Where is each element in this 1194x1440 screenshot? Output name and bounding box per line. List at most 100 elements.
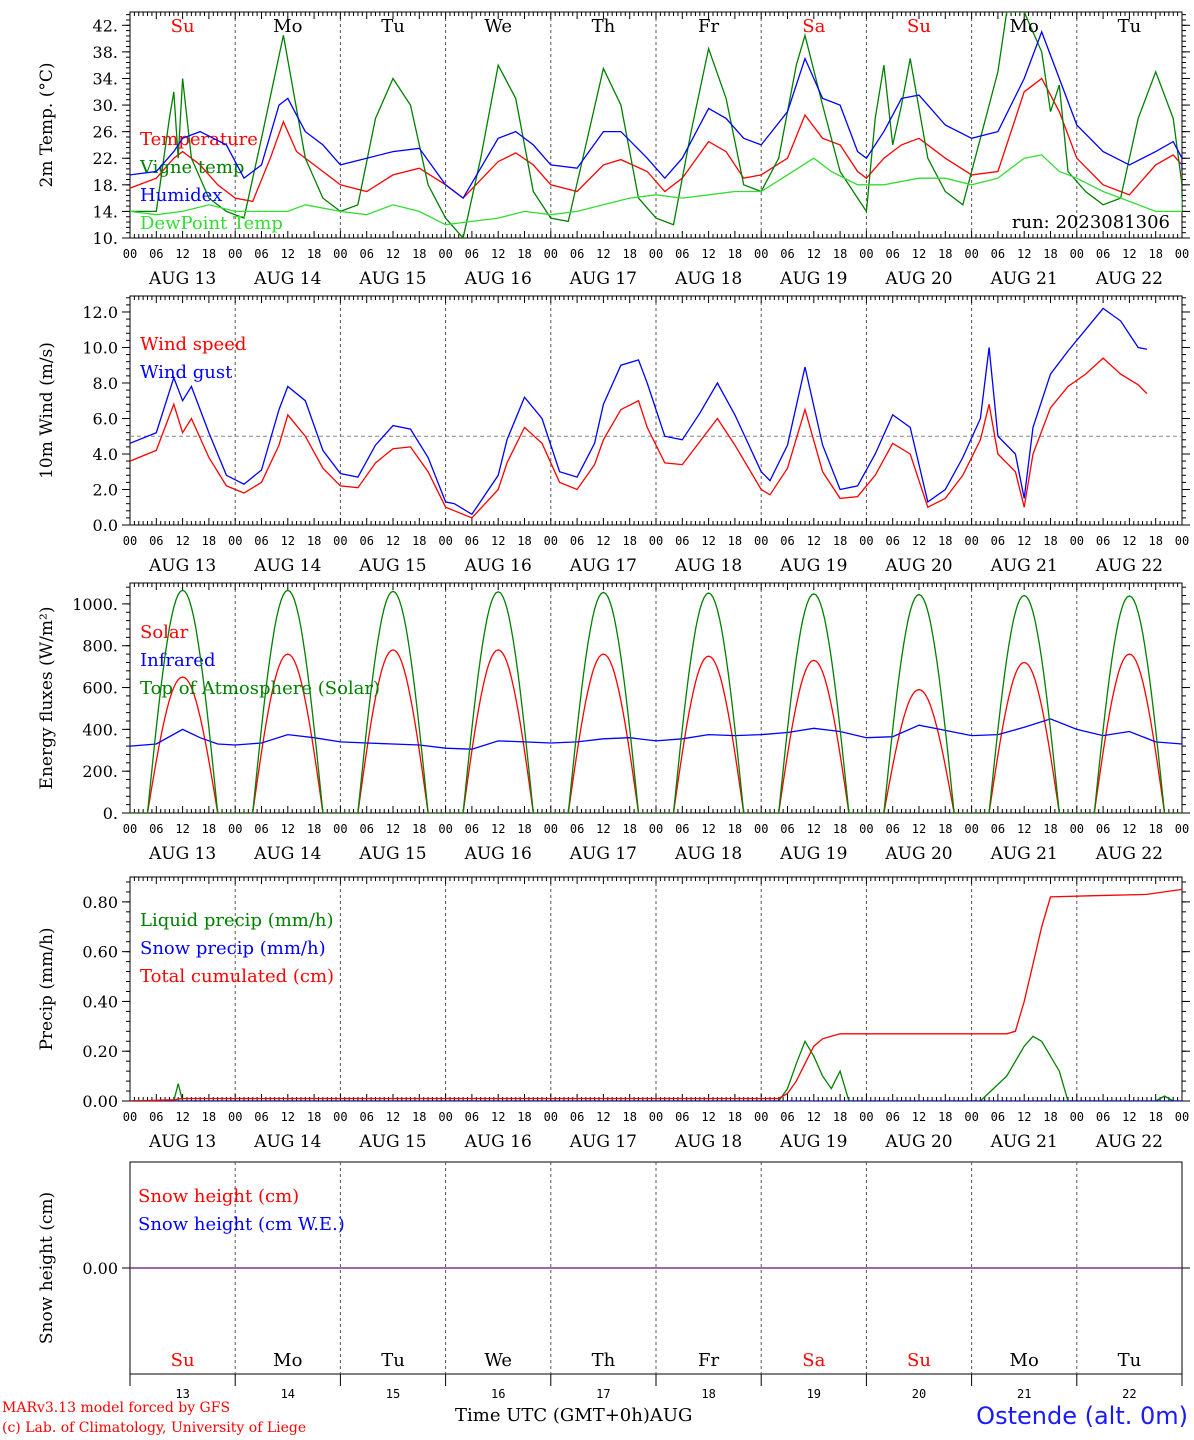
x-hour-tick-label: 12	[701, 1110, 715, 1124]
day-of-week-label: Su	[907, 16, 931, 37]
x-hour-tick-label: 12	[491, 1110, 505, 1124]
x-date-label: AUG 15	[358, 844, 426, 864]
x-hour-tick-label: 12	[807, 247, 821, 261]
x-hour-tick-label: 06	[780, 822, 794, 836]
x-hour-tick-label: 12	[491, 822, 505, 836]
x-hour-tick-label: 06	[1096, 822, 1110, 836]
series-line-infrared	[130, 718, 1182, 750]
x-hour-tick-label: 12	[1017, 822, 1031, 836]
x-hour-tick-label: 06	[1096, 534, 1110, 548]
x-date-label: AUG 20	[884, 556, 952, 576]
x-date-label: AUG 21	[990, 556, 1058, 576]
x-date-label: AUG 22	[1095, 556, 1163, 576]
x-date-label: AUG 14	[253, 844, 321, 864]
x-hour-tick-label: 06	[675, 247, 689, 261]
day-number-label: 22	[1122, 1387, 1136, 1401]
x-date-label: AUG 18	[674, 556, 742, 576]
x-hour-tick-label: 06	[885, 534, 899, 548]
x-hour-tick-label: 00	[859, 822, 873, 836]
x-hour-tick-label: 00	[649, 247, 663, 261]
x-hour-tick-label: 00	[964, 822, 978, 836]
x-hour-tick-label: 06	[991, 1110, 1005, 1124]
x-hour-tick-label: 12	[281, 534, 295, 548]
x-date-label: AUG 16	[464, 1132, 532, 1152]
x-hour-tick-label: 00	[544, 534, 558, 548]
x-hour-tick-label: 00	[859, 1110, 873, 1124]
x-hour-tick-label: 18	[938, 1110, 952, 1124]
x-hour-tick-label: 18	[938, 534, 952, 548]
x-hour-tick-label: 12	[1017, 534, 1031, 548]
x-hour-tick-label: 12	[912, 822, 926, 836]
x-hour-tick-label: 12	[701, 534, 715, 548]
x-hour-tick-label: 18	[833, 247, 847, 261]
x-date-label: AUG 20	[884, 844, 952, 864]
y-axis-label: Precip (mm/h)	[37, 927, 57, 1050]
x-hour-tick-label: 00	[228, 247, 242, 261]
series-line-total-cumulated-cm-	[130, 888, 1182, 1101]
x-hour-tick-label: 18	[728, 822, 742, 836]
x-hour-tick-label: 06	[149, 822, 163, 836]
x-hour-tick-label: 00	[754, 1110, 768, 1124]
x-hour-tick-label: 00	[859, 534, 873, 548]
x-date-label: AUG 21	[990, 1132, 1058, 1152]
station-name: Ostende (alt. 0m)	[976, 1402, 1188, 1430]
x-hour-tick-label: 06	[675, 822, 689, 836]
panel-4: 00 06 12 18 00 06 12 18 00 06 12 18 00 06 12 18 00 06 12 18…	[37, 876, 1190, 1152]
x-hour-tick-label: 18	[307, 247, 321, 261]
y-tick-label: 30.	[93, 96, 118, 115]
x-hour-tick-label: 06	[254, 247, 268, 261]
x-hour-tick-label: 06	[675, 1110, 689, 1124]
x-hour-tick-label: 12	[175, 247, 189, 261]
y-tick-label: 0.	[103, 804, 118, 823]
x-date-label: AUG 14	[253, 1132, 321, 1152]
x-hour-tick-label: 06	[359, 822, 373, 836]
x-hour-tick-label: 06	[465, 822, 479, 836]
x-hour-tick-label: 18	[1043, 822, 1057, 836]
x-hour-tick-label: 12	[1017, 1110, 1031, 1124]
x-hour-tick-label: 18	[938, 822, 952, 836]
day-of-week-label: Fr	[698, 1350, 719, 1371]
series-line-wind-gust	[130, 307, 1148, 516]
x-hour-tick-label: 00	[438, 822, 452, 836]
x-hour-tick-label: 18	[622, 247, 636, 261]
legend-entry: Liquid precip (mm/h)	[140, 910, 334, 931]
x-date-label: AUG 19	[779, 556, 847, 576]
y-tick-label: 26.	[93, 123, 118, 142]
x-hour-tick-label: 00	[438, 247, 452, 261]
y-tick-label: 4.0	[93, 445, 118, 464]
day-number-label: 18	[701, 1387, 715, 1401]
day-of-week-label: Mo	[1010, 1350, 1039, 1371]
x-hour-tick-label: 00	[228, 534, 242, 548]
day-of-week-label: Su	[907, 1350, 931, 1371]
panel-1: 00 06 12 18 00 06 12 18 00 06 12 18 00 06 12 18 00 06 12 18…	[37, 11, 1190, 289]
day-number-label: 13	[175, 1387, 189, 1401]
panel-3: 00 06 12 18 00 06 12 18 00 06 12 18 00 06 12 18 00 06 12 18…	[37, 582, 1190, 864]
legend-entry: Vigne temp	[139, 157, 244, 178]
x-hour-tick-label: 00	[1175, 822, 1189, 836]
x-hour-tick-label: 00	[964, 1110, 978, 1124]
x-hour-tick-label: 06	[149, 247, 163, 261]
x-date-label: AUG 18	[674, 269, 742, 289]
y-axis-label: Snow height (cm)	[37, 1192, 57, 1344]
x-hour-tick-label: 06	[991, 822, 1005, 836]
x-hour-tick-label: 18	[1148, 822, 1162, 836]
day-of-week-label: Th	[592, 1350, 616, 1371]
x-hour-tick-label: 12	[1122, 1110, 1136, 1124]
x-hour-tick-label: 06	[991, 534, 1005, 548]
panel-2: 00 06 12 18 00 06 12 18 00 06 12 18 00 06 12 18 00 06 12 18…	[37, 295, 1190, 576]
y-tick-label: 14.	[93, 202, 118, 221]
x-hour-tick-label: 00	[649, 822, 663, 836]
x-hour-tick-label: 12	[175, 1110, 189, 1124]
x-hour-tick-label: 00	[1175, 534, 1189, 548]
x-date-label: AUG 15	[358, 556, 426, 576]
day-of-week-label: Mo	[1010, 16, 1039, 37]
x-hour-tick-label: 12	[807, 1110, 821, 1124]
x-axis-title: Time UTC (GMT+0h)AUG	[455, 1405, 693, 1426]
x-hour-tick-label: 06	[570, 247, 584, 261]
x-hour-tick-label: 00	[123, 247, 137, 261]
x-date-label: AUG 21	[990, 269, 1058, 289]
x-hour-tick-label: 00	[123, 534, 137, 548]
x-hour-tick-label: 00	[1070, 247, 1084, 261]
x-date-label: AUG 14	[253, 269, 321, 289]
